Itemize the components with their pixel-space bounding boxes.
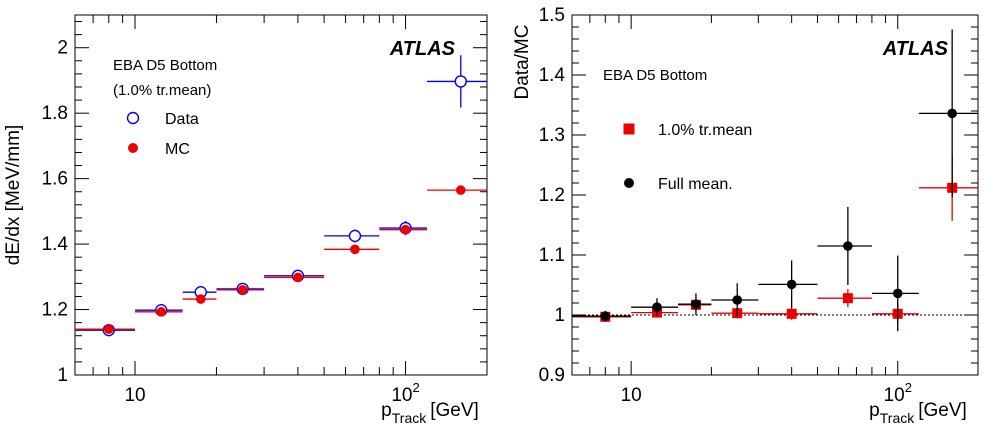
left-x-axis-label: pTrack [GeV] <box>381 400 479 426</box>
left-x-tick-label: 10 <box>124 385 145 406</box>
right-full-mean-point <box>691 299 701 310</box>
left-annotation-method: (1.0% tr.mean) <box>113 82 211 99</box>
right-full-mean-point <box>843 241 853 251</box>
right-x-tick-label: 10 <box>621 385 642 406</box>
left-data-point <box>348 229 362 243</box>
right-full-mean-point <box>892 288 903 299</box>
left-y-tick-label: 1 <box>57 365 68 386</box>
right-x-tick-label: 102 <box>884 380 912 406</box>
left-mc-point <box>400 224 411 235</box>
right-y-tick-label: 1.1 <box>539 245 565 266</box>
right-data-marks <box>572 29 978 332</box>
right-y-tick-label: 1.3 <box>539 125 565 146</box>
left-legend: Data MC <box>126 111 199 158</box>
right-plot-frame <box>571 14 979 376</box>
right-y-tick-label: 1.5 <box>539 5 565 26</box>
left-atlas-label: ATLAS <box>389 38 456 60</box>
left-x-tick-label: 102 <box>391 380 419 406</box>
left-mc-point <box>237 285 248 295</box>
right-annotation-region: EBA D5 Bottom <box>603 67 707 84</box>
right-full-mean-point <box>786 279 797 290</box>
right-1-0-tr-mean-point <box>786 308 797 319</box>
left-plot-frame <box>74 14 488 376</box>
right-full-mean-point <box>732 295 743 305</box>
right-panel: 10 102 0.9 1 1.1 1.2 1.3 1.4 1.5 Data/MC pTrack[… <box>512 5 979 426</box>
right-full-mean-point <box>600 311 611 322</box>
legend-data-label: Data <box>165 111 199 128</box>
legend-fullmean-label: Full mean. <box>658 176 733 193</box>
right-1-0-tr-mean-point <box>842 293 853 304</box>
left-y-tick-label: 2 <box>57 38 68 59</box>
left-y-tick-label: 1.6 <box>42 169 68 190</box>
left-y-tick-label: 1.2 <box>42 300 68 321</box>
left-y-tick-label: 1.4 <box>42 234 69 255</box>
left-data-point <box>454 75 467 88</box>
legend-trmean-label: 1.0% tr.mean <box>658 122 752 139</box>
left-panel: 10 102 1 1.2 1.4 1.6 1.8 2 dE/dx [MeV/mm] pTrac… <box>3 14 488 426</box>
left-mc-point <box>156 307 167 317</box>
right-y-tick-label: 1 <box>554 305 565 326</box>
left-annotation-region: EBA D5 Bottom <box>113 57 217 74</box>
legend-mc-marker <box>128 143 138 153</box>
legend-mc-label: MC <box>165 141 190 158</box>
right-atlas-label: ATLAS <box>882 38 949 60</box>
right-full-mean-point <box>652 302 662 313</box>
right-y-tick-label: 0.9 <box>539 365 565 386</box>
right-x-axis-label: pTrack [GeV] <box>869 400 967 426</box>
right-full-mean-point <box>947 108 957 119</box>
left-mc-point <box>293 272 303 283</box>
right-ticks: 10 102 0.9 1 1.1 1.2 1.3 1.4 1.5 <box>539 5 979 406</box>
left-mc-point <box>350 244 360 255</box>
left-y-tick-label: 1.8 <box>42 103 68 124</box>
legend-fullmean-marker <box>624 178 634 188</box>
left-mc-point <box>455 185 466 195</box>
right-y-tick-label: 1.2 <box>539 185 565 206</box>
right-y-axis-label: Data/MC <box>512 25 533 100</box>
right-legend: 1.0% tr.mean Full mean. <box>623 122 752 193</box>
left-data-marks <box>75 55 487 337</box>
legend-trmean-marker <box>623 123 635 135</box>
left-y-axis-label: dE/dx [MeV/mm] <box>3 125 24 265</box>
legend-data-marker <box>126 111 140 125</box>
left-mc-point <box>104 324 114 334</box>
left-mc-point <box>195 294 206 304</box>
right-y-tick-label: 1.4 <box>539 65 566 86</box>
